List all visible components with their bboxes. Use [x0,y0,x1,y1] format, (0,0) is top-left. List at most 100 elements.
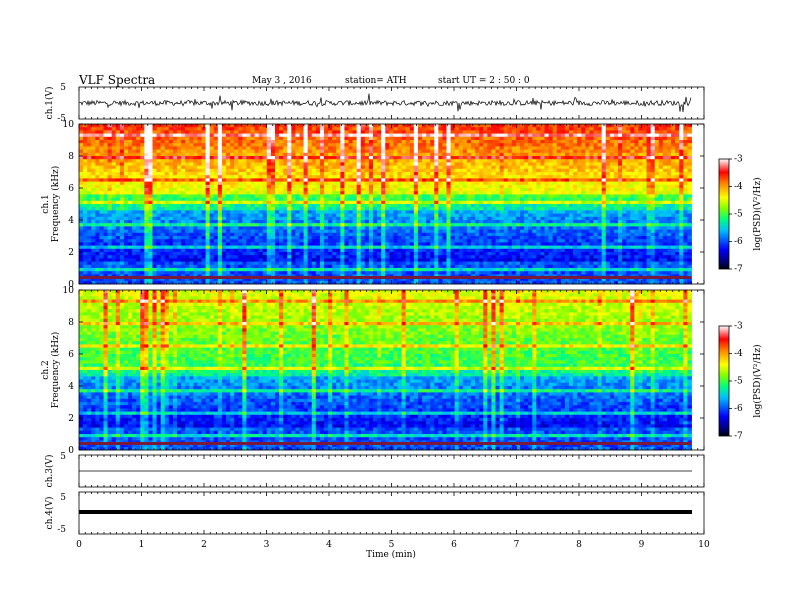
spectrogram-cell [667,188,672,192]
spectrogram-cell [136,178,141,182]
spectrogram-cell [152,229,157,234]
spectrogram-cell [270,143,276,147]
spectrogram-cell [197,220,202,224]
spectrogram-cell [679,159,684,163]
spectrogram-cell [197,216,202,221]
spectrogram-cell [360,194,366,198]
spectrogram-cell [83,207,88,211]
spectrogram-cell [552,226,558,230]
spectrogram-cell [548,136,554,141]
spectrogram-cell [536,127,541,131]
spectrogram-cell [687,213,692,218]
spectrogram-cell [360,220,366,224]
spectrogram-cell [597,159,603,163]
spectrogram-cell [103,200,108,205]
spectrogram-cell [634,210,639,214]
spectrogram-cell [556,178,562,182]
spectrogram-cell [511,140,517,144]
spectrogram-cell [626,140,631,144]
spectrogram-cell [446,194,451,198]
ch1-spectrogram-image [79,124,692,285]
spectrogram-cell [544,140,549,144]
spectrogram-cell [238,213,243,218]
spectrogram-cell [99,226,104,230]
spectrogram-cell [618,188,623,192]
spectrogram-cell [458,162,464,166]
spectrogram-cell [242,165,247,170]
spectrogram-cell [295,146,300,150]
spectrogram-cell [585,184,590,189]
spectrogram-cell [471,216,476,221]
spectrogram-cell [618,204,623,208]
spectrogram-cell [319,156,325,160]
spectrogram-cell [262,146,268,150]
spectrogram-cell [536,152,541,157]
spectrogram-cell [577,197,582,202]
spectrogram-cell [536,200,541,205]
spectrogram-cell [634,178,639,182]
spectrogram-cell [336,133,341,138]
spectrogram-cell [107,210,113,214]
spectrogram-cell [360,184,366,189]
spectrogram-cell [119,210,125,214]
spectrogram-cell [671,156,676,160]
spectrogram-cell [299,184,304,189]
spectrogram-cell [83,194,88,198]
spectrogram-cell [524,223,529,227]
spectrogram-cell [307,152,313,157]
spectrogram-cell [654,124,660,128]
spectrogram-cell [609,172,615,176]
spectrogram-cell [328,216,333,221]
spectrogram-cell [413,210,419,214]
spectrogram-cell [156,188,162,192]
spectrogram-cell [589,140,594,144]
spectrogram-cell [193,133,198,138]
spectrogram-cell [299,159,304,163]
spectrogram-cell [577,172,582,176]
spectrogram-cell [299,172,304,176]
spectrogram-cell [577,130,582,134]
spectrogram-cell [279,152,284,157]
spectrogram-cell [140,226,145,230]
spectrogram-cell [213,130,219,134]
spectrogram-cell [560,165,566,170]
spectrogram-cell [201,159,206,163]
spectrogram-cell [585,226,590,230]
spectrogram-cell [528,130,533,134]
spectrogram-cell [115,216,121,221]
spectrogram-cell [430,216,435,221]
spectrogram-cell [136,213,141,218]
spectrogram-cell [618,175,623,179]
spectrogram-cell [193,143,198,147]
spectrogram-cell [344,188,349,192]
spectrogram-cell [234,204,239,208]
spectrogram-cell [91,172,96,176]
spectrogram-cell [503,216,509,221]
spectrogram-cell [250,210,255,214]
spectrogram-cell [658,162,664,166]
spectrogram-cell [99,149,104,154]
spectrogram-cell [585,213,590,218]
spectrogram-cell [230,197,235,202]
spectrogram-cell [577,220,582,224]
spectrogram-cell [377,213,382,218]
spectrogram-cell [540,140,545,144]
spectrogram-cell [123,159,129,163]
spectrogram-cell [168,229,174,234]
spectrogram-cell [172,124,178,128]
spectrogram-cell [291,210,296,214]
spectrogram-cell [148,124,153,128]
spectrogram-cell [475,143,480,147]
spectrogram-cell [185,207,190,211]
spectrogram-cell [397,220,402,224]
spectrogram-cell [658,136,664,141]
spectrogram-cell [597,172,603,176]
spectrogram-cell [193,223,198,227]
spectrogram-cell [454,165,460,170]
spectrogram-cell [552,146,558,150]
spectrogram-cell [491,168,496,173]
spectrogram-cell [450,133,456,138]
spectrogram-cell [609,178,615,182]
spectrogram-cell [471,168,476,173]
spectrogram-cell [593,165,598,170]
